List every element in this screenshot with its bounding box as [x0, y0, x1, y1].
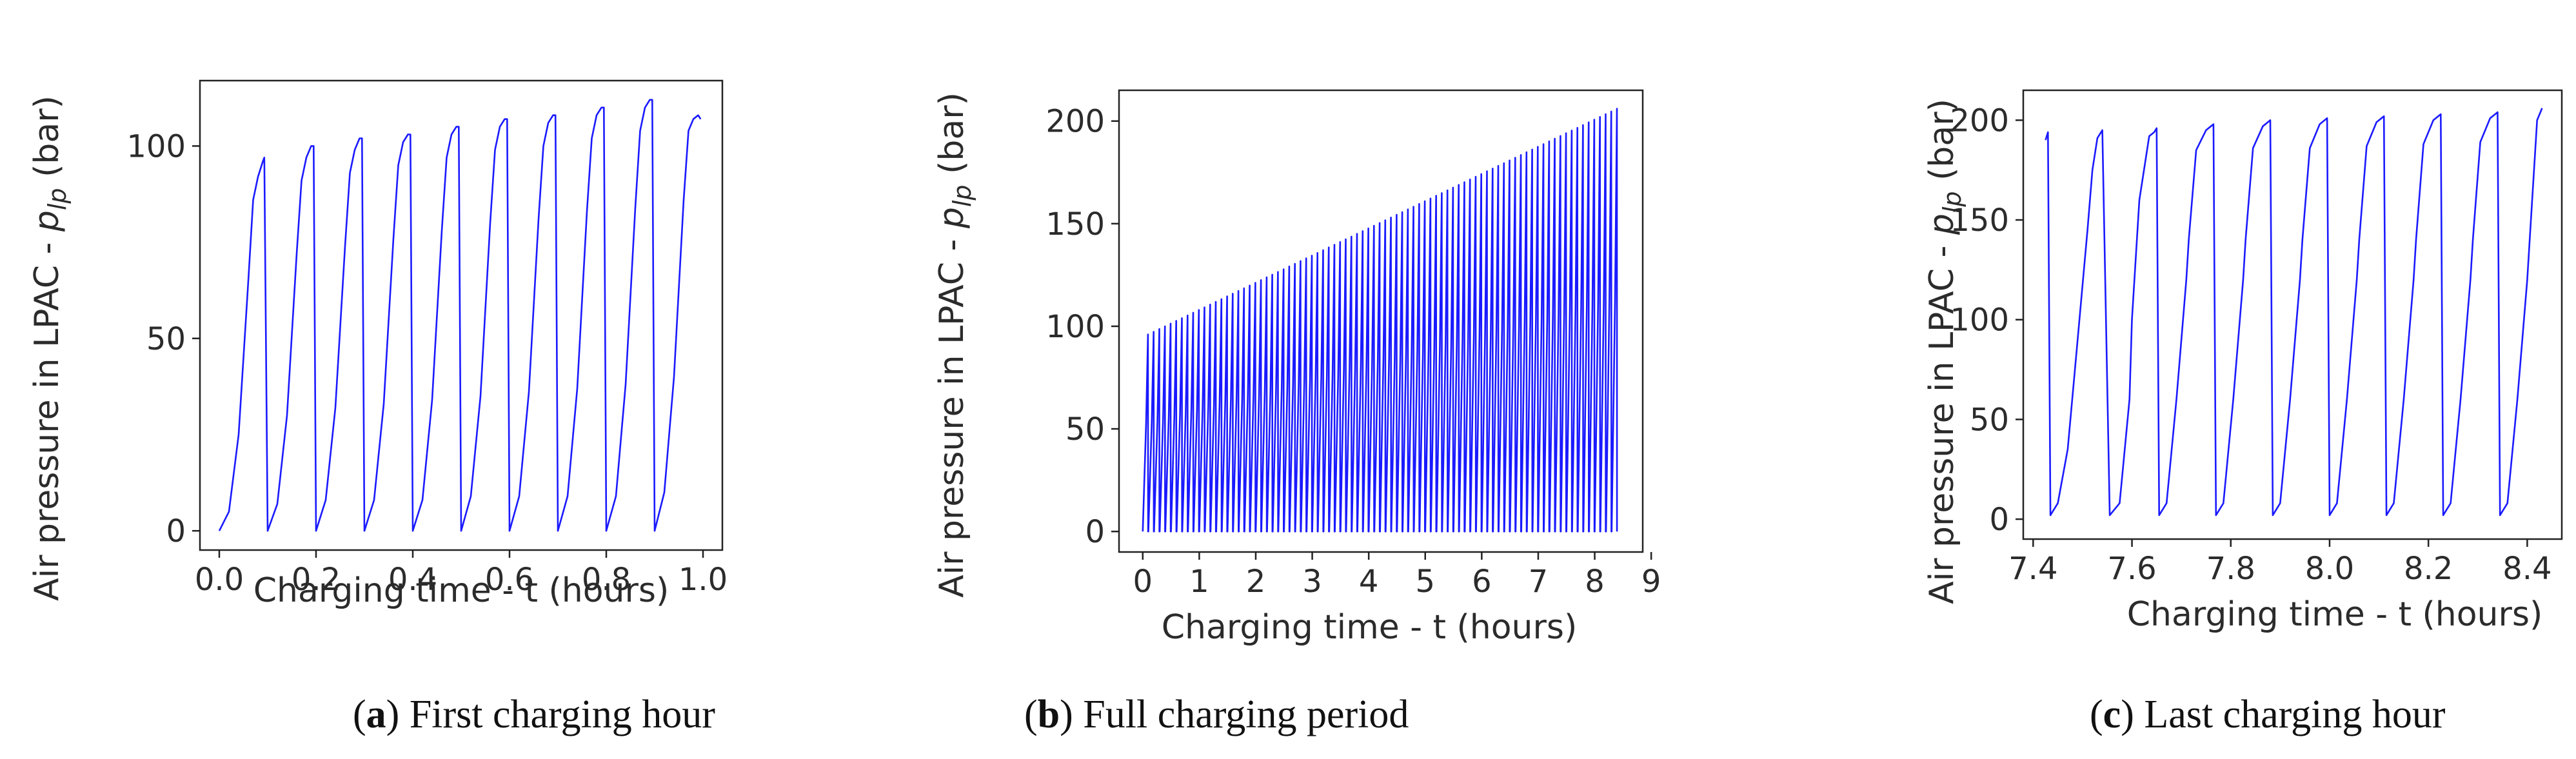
- x-axis-label-b: Charging time - t (hours): [1162, 608, 1578, 647]
- x-tick-label-b: 6: [1472, 564, 1492, 600]
- plot-frame-a: [199, 79, 724, 551]
- y-tick-label-a: 0: [166, 513, 186, 549]
- x-tick-label-c: 8.0: [2305, 551, 2354, 587]
- x-tick-label-c: 7.8: [2206, 551, 2255, 587]
- x-tick-label-b: 7: [1529, 564, 1549, 600]
- y-axis-label-b: Air pressure in LPAC - plp (bar): [933, 92, 976, 598]
- y-axis-label-a: Air pressure in LPAC - plp (bar): [28, 95, 72, 601]
- y-tick-label-c: 100: [1950, 302, 2009, 339]
- plot-frame-b: [1118, 89, 1644, 553]
- caption-c: (c) Last charging hour: [2090, 693, 2446, 736]
- x-tick-label-b: 9: [1641, 564, 1661, 600]
- x-axis-label-a: Charging time - t (hours): [253, 571, 669, 610]
- x-tick-label-a: 0.8: [582, 562, 631, 598]
- y-tick-label-b: 150: [1045, 206, 1105, 242]
- series-line-c: [2045, 108, 2543, 517]
- caption-a: (a) First charging hour: [353, 693, 715, 736]
- y-tick-label-c: 0: [1989, 502, 2009, 538]
- x-tick-label-b: 5: [1415, 564, 1435, 600]
- chart-panel-c: 7.4 7.6 7.8 8.0 8.2 8.4 0 50 100 150 200 Charging …: [1923, 89, 2563, 736]
- x-tick-label-c: 7.4: [2008, 551, 2057, 587]
- series-line-a: [218, 99, 702, 532]
- x-tick-label-a: 0.4: [388, 562, 437, 598]
- x-tick-label-b: 0: [1133, 564, 1153, 600]
- x-tick-label-a: 0.2: [292, 562, 341, 598]
- chart-panel-a: 0.0 0.2 0.4 0.6 0.8 1.0 0 50 100 Charging time -…: [28, 79, 728, 736]
- x-tick-label-c: 8.4: [2502, 551, 2551, 587]
- y-tick-label-c: 50: [1970, 402, 2009, 438]
- y-tick-label-b: 200: [1045, 104, 1105, 140]
- y-axis-label-c: Air pressure in LPAC - plp (bar): [1923, 99, 1967, 604]
- y-tick-label-b: 50: [1065, 411, 1105, 448]
- plot-frame-c: [2022, 89, 2563, 540]
- caption-b: (b) Full charging period: [1024, 693, 1409, 736]
- x-tick-label-c: 7.6: [2107, 551, 2156, 587]
- x-tick-label-a: 1.0: [679, 562, 728, 598]
- x-tick-label-b: 3: [1302, 564, 1322, 600]
- x-tick-label-a: 0.6: [485, 562, 534, 598]
- y-tick-label-c: 150: [1950, 202, 2009, 239]
- chart-marks-c: 7.4 7.6 7.8 8.0 8.2 8.4 0 50 100 150 200: [1950, 89, 2563, 587]
- x-tick-label-b: 8: [1585, 564, 1605, 600]
- x-tick-label-b: 1: [1189, 564, 1209, 600]
- x-tick-label-b: 2: [1246, 564, 1266, 600]
- series-line-b: [1142, 108, 1618, 533]
- x-tick-label-b: 4: [1359, 564, 1379, 600]
- x-axis-label-c: Charging time - t (hours): [2127, 595, 2543, 634]
- y-tick-label-a: 100: [126, 128, 186, 164]
- y-tick-label-b: 100: [1045, 309, 1105, 345]
- x-tick-label-a: 0.0: [195, 562, 244, 598]
- y-tick-label-b: 0: [1085, 514, 1105, 550]
- chart-marks-a: 0.0 0.2 0.4 0.6 0.8 1.0 0 50 100: [126, 79, 728, 598]
- x-tick-label-c: 8.2: [2404, 551, 2453, 587]
- y-tick-label-a: 50: [146, 321, 186, 357]
- y-tick-label-c: 200: [1950, 103, 2009, 139]
